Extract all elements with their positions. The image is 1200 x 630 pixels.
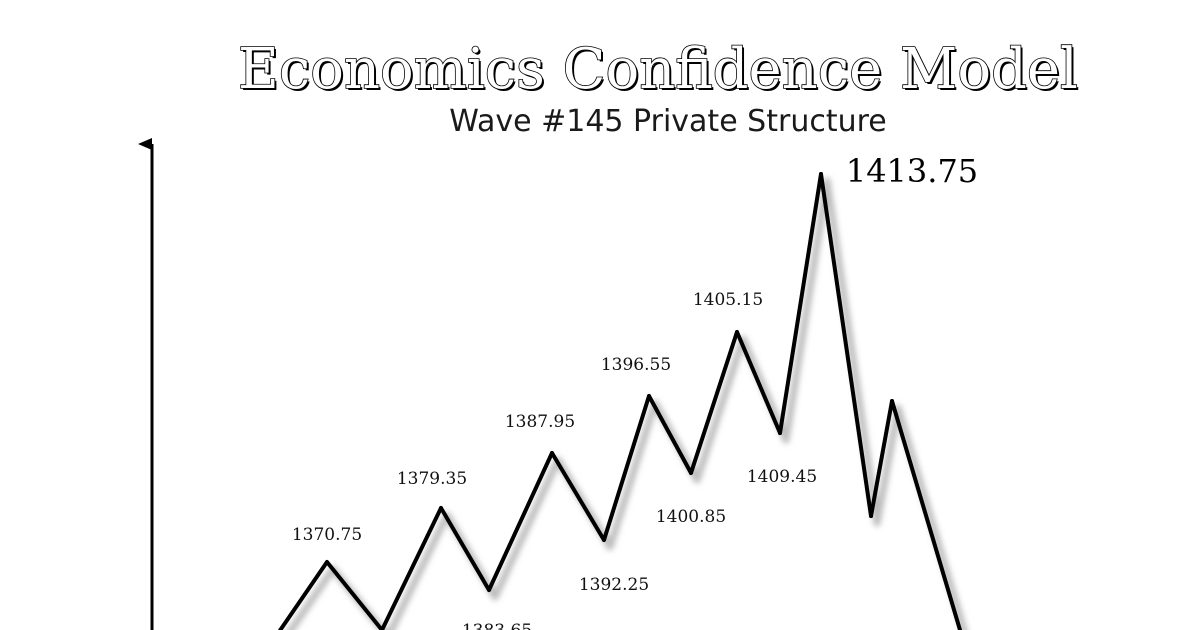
wave-layer <box>277 172 968 630</box>
wave-segment <box>602 394 651 542</box>
wave-segment <box>380 506 443 630</box>
label-layer: 1370.751375.051379.351383.651387.951392.… <box>292 152 978 630</box>
wave-segment <box>735 330 782 435</box>
wave-segment <box>325 560 384 630</box>
turning-point-label: 1379.35 <box>397 469 467 489</box>
wave-segment <box>439 506 491 592</box>
chart-title-shadow: Economics Confidence Model <box>240 39 1080 104</box>
turning-point-label: 1405.15 <box>693 290 763 310</box>
wave-segment <box>647 394 693 475</box>
turning-point-label: 1370.75 <box>292 525 362 545</box>
wave-segment <box>819 172 873 518</box>
wave-segment <box>487 451 554 592</box>
wave-line-shadow <box>286 177 968 630</box>
peak-label: 1413.75 <box>846 152 978 190</box>
turning-point-label: 1409.45 <box>747 467 817 487</box>
chart-subtitle: Wave #145 Private Structure <box>449 104 887 139</box>
wave-segment <box>890 399 962 630</box>
turning-point-label: 1396.55 <box>601 355 671 375</box>
turning-point-label: 1400.85 <box>656 507 726 527</box>
turning-point-label: 1383.65 <box>462 621 532 630</box>
turning-point-label: 1387.95 <box>505 412 575 432</box>
wave-segment <box>277 560 329 630</box>
turning-point-label: 1392.25 <box>579 575 649 595</box>
chart-title: Economics Confidence Model <box>238 37 1078 102</box>
wave-segment <box>689 330 739 475</box>
wave-segment <box>778 172 823 435</box>
wave-segment <box>550 451 606 542</box>
wave-segment <box>869 399 894 518</box>
